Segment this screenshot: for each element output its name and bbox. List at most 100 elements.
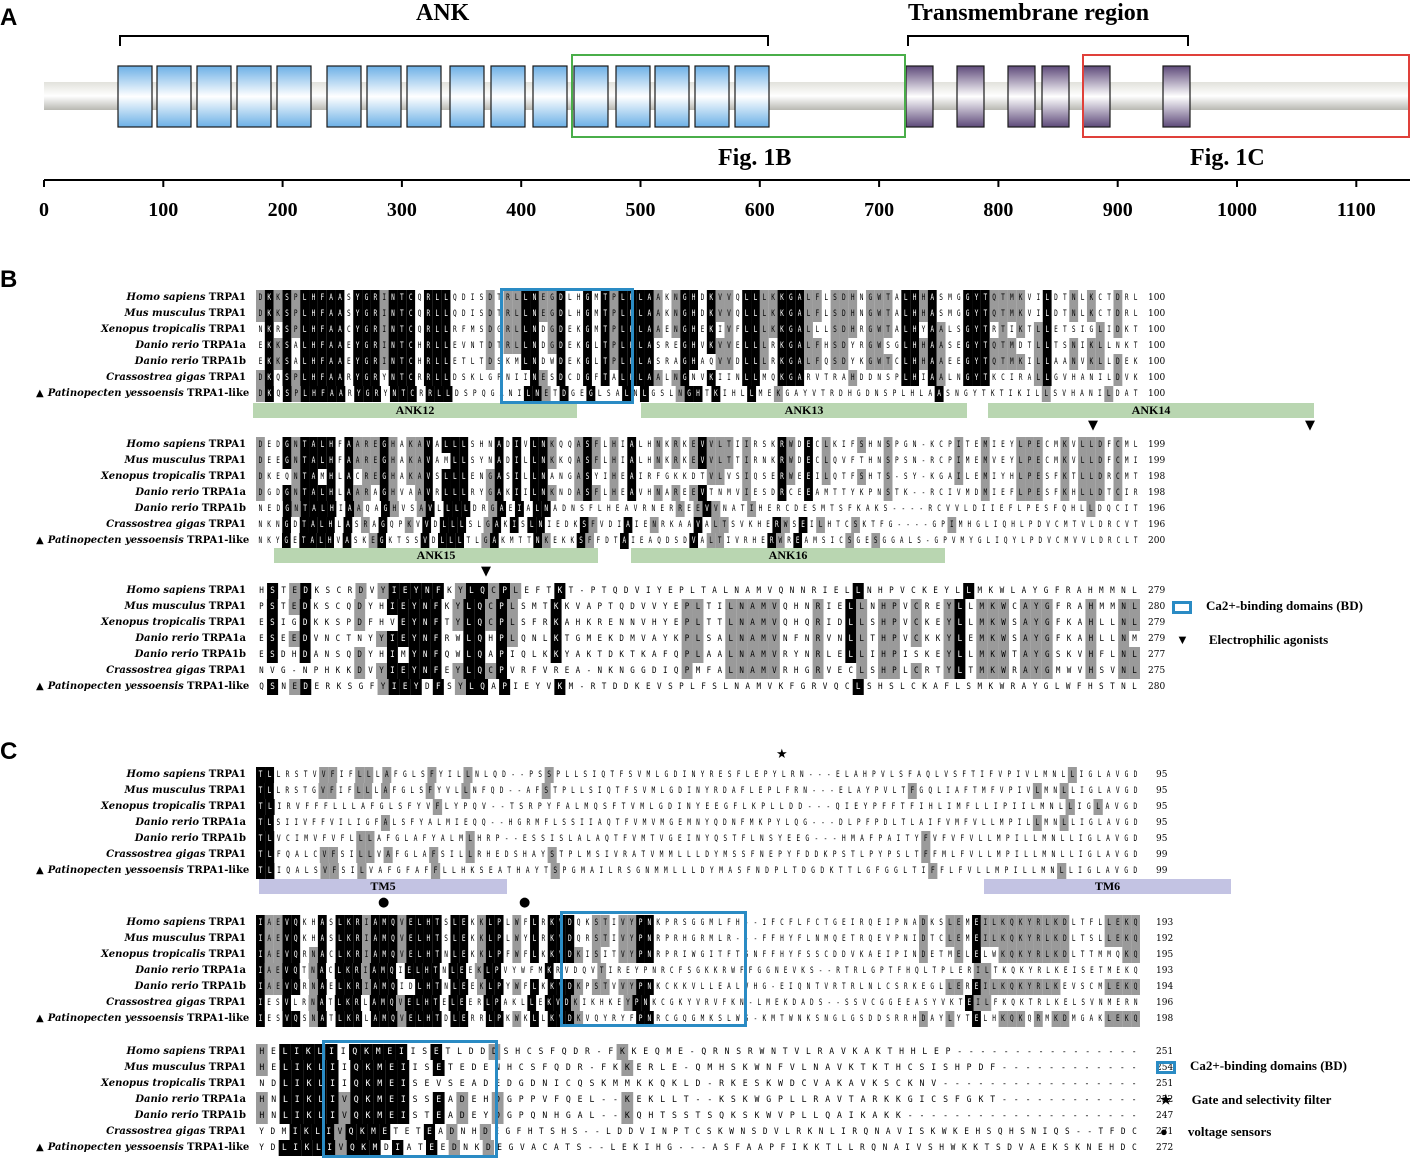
residue-number: 199: [1148, 456, 1166, 466]
gene-name: TRPA1: [208, 471, 246, 482]
species-label: Crassostrea gigas TRPA1: [36, 370, 246, 386]
residue-number: 279: [1148, 586, 1166, 596]
gene-name: TRPA1b: [201, 649, 246, 660]
species-label: Mus musculus TRPA1: [36, 783, 246, 799]
species-genus: Danio rerio: [135, 340, 200, 351]
species-label: Homo sapiens TRPA1: [36, 583, 246, 599]
species-genus: Homo sapiens: [126, 769, 206, 780]
species-genus: Danio rerio: [134, 649, 199, 660]
species-label: Homo sapiens TRPA1: [36, 915, 246, 931]
gene-name: TRPA1: [208, 617, 246, 628]
triangle-up-icon: ▲: [36, 1142, 44, 1153]
axis-tick-label: 900: [1103, 199, 1133, 221]
legend-text: Ca2+-binding domains (BD): [1206, 598, 1363, 613]
residue-number: 277: [1148, 650, 1166, 660]
species-genus: Mus musculus: [124, 455, 206, 466]
legend-bd-c: Ca2+-binding domains (BD): [1156, 1058, 1347, 1074]
species-genus: Danio rerio: [135, 965, 200, 976]
species-genus: Patinopecten yessoensis: [47, 388, 184, 399]
species-label: Danio rerio TRPA1a: [36, 631, 246, 647]
residue-number: 95: [1156, 786, 1168, 796]
gene-name: TRPA1: [208, 1046, 246, 1057]
gene-name: TRPA1: [208, 1062, 246, 1073]
species-label: Xenopus tropicalis TRPA1: [36, 469, 246, 485]
species-genus: Patinopecten yessoensis: [47, 865, 184, 876]
gene-name: TRPA1: [208, 455, 246, 466]
legend-gate: ★ Gate and selectivity filter: [1160, 1092, 1331, 1108]
gene-name: TRPA1a: [202, 1094, 246, 1105]
ank-repeat: [326, 65, 362, 128]
residue-number: 254: [1156, 1063, 1174, 1073]
species-label: Danio rerio TRPA1b: [36, 647, 246, 663]
gene-name: TRPA1-like: [186, 1013, 250, 1024]
species-genus: Mus musculus: [124, 308, 206, 319]
residue-number: 198: [1148, 472, 1166, 482]
species-genus: Xenopus tropicalis: [100, 801, 206, 812]
residue-number: 95: [1156, 834, 1168, 844]
species-label: ▲ Patinopecten yessoensis TRPA1-like: [36, 679, 250, 695]
species-genus: Patinopecten yessoensis: [47, 535, 184, 546]
axis-tick-label: 600: [745, 199, 775, 221]
panel-letter-c: C: [0, 738, 18, 765]
gene-name: TRPA1: [208, 949, 246, 960]
species-label: Homo sapiens TRPA1: [36, 767, 246, 783]
triangle-up-icon: ▲: [36, 388, 44, 399]
species-label: Homo sapiens TRPA1: [36, 290, 246, 306]
residue-number: 195: [1156, 950, 1174, 960]
species-genus: Crassostrea gigas: [106, 997, 206, 1008]
residue-number: 193: [1156, 966, 1174, 976]
species-label: Xenopus tropicalis TRPA1: [36, 615, 246, 631]
gene-name: TRPA1a: [202, 817, 246, 828]
species-label: ▲ Patinopecten yessoensis TRPA1-like: [36, 863, 250, 879]
species-label: Danio rerio TRPA1a: [36, 815, 246, 831]
ank-repeat: [276, 65, 312, 128]
fig1c-label: Fig. 1C: [1190, 145, 1265, 171]
gene-name: TRPA1: [208, 519, 246, 530]
gene-name: TRPA1: [208, 665, 246, 676]
species-label: Homo sapiens TRPA1: [36, 437, 246, 453]
species-genus: Mus musculus: [124, 601, 206, 612]
species-label: Danio rerio TRPA1b: [36, 1108, 246, 1124]
species-genus: Danio rerio: [134, 356, 199, 367]
species-genus: Mus musculus: [124, 785, 206, 796]
axis-tick-label: 100: [148, 199, 178, 221]
species-label: Crassostrea gigas TRPA1: [36, 663, 246, 679]
residue-number: 279: [1148, 618, 1166, 628]
axis-tick-label: 500: [626, 199, 656, 221]
electrophilic-marker: ▼: [1305, 418, 1315, 433]
tm-segment: [1007, 65, 1036, 128]
species-genus: Crassostrea gigas: [106, 1126, 206, 1137]
species-genus: Danio rerio: [134, 1110, 199, 1121]
ank-repeat: [734, 65, 770, 128]
residue-number: 100: [1148, 357, 1166, 367]
legend-bd-b: Ca2+-binding domains (BD): [1172, 598, 1363, 614]
gene-name: TRPA1-like: [186, 681, 250, 692]
residue-number: 100: [1148, 293, 1166, 303]
gene-name: TRPA1: [208, 585, 246, 596]
species-genus: Xenopus tropicalis: [100, 1078, 206, 1089]
residue-number: 95: [1156, 802, 1168, 812]
gene-name: TRPA1-like: [186, 865, 250, 876]
gene-name: TRPA1b: [201, 981, 246, 992]
fig1b-box: [571, 54, 906, 138]
gene-name: TRPA1b: [201, 1110, 246, 1121]
species-label: ▲ Patinopecten yessoensis TRPA1-like: [36, 1140, 249, 1156]
axis-tick-label: 1100: [1337, 199, 1376, 221]
gene-name: TRPA1: [208, 439, 246, 450]
ank-repeat: [449, 65, 485, 128]
bd-legend-box: [1156, 1060, 1176, 1074]
